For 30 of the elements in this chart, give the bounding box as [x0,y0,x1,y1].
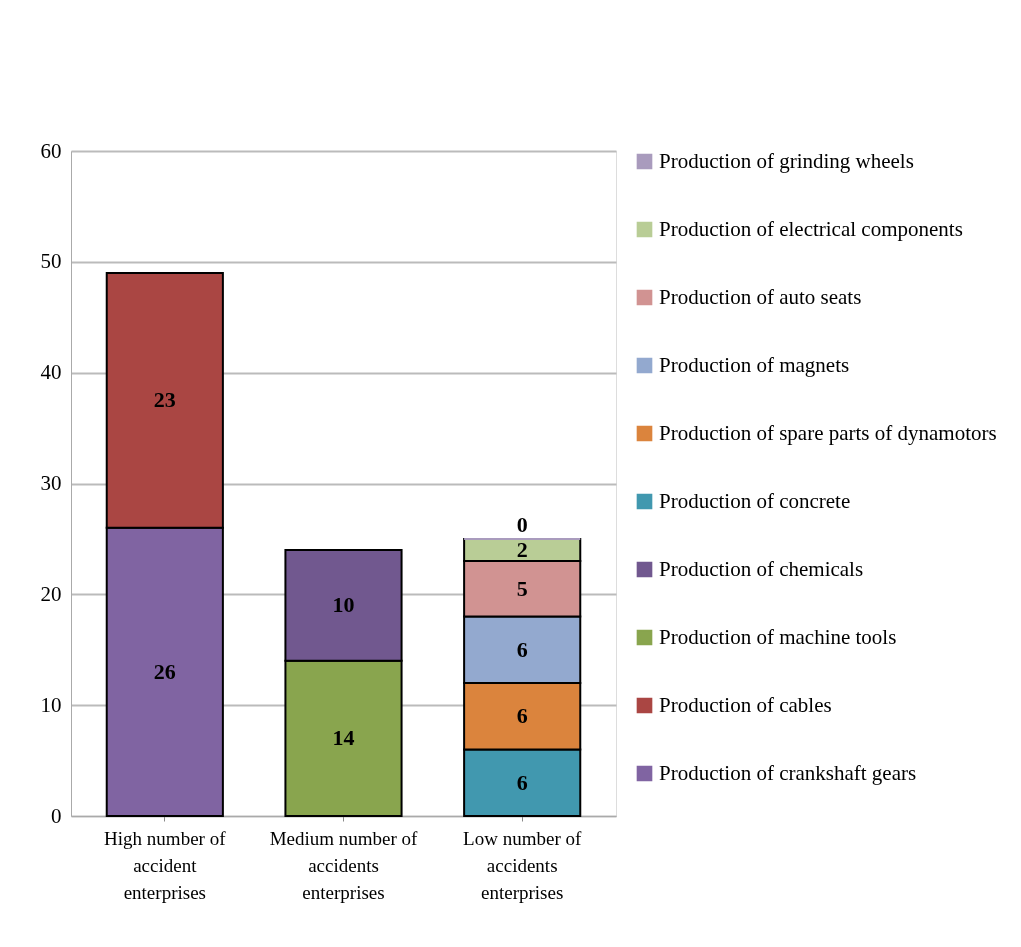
legend-label: Production of crankshaft gears [659,760,917,785]
data-label: 0 [516,511,528,537]
legend-label: Production of concrete [659,488,851,513]
legend-label: Production of cables [659,692,832,717]
y-tick-label: 30 [40,471,62,495]
y-tick-label: 40 [40,360,62,385]
data-label: 6 [516,636,528,662]
y-tick-label: 50 [40,249,62,274]
legend-label: Production of machine tools [659,624,897,649]
y-tick-label: 10 [40,692,62,717]
data-label: 14 [332,725,355,751]
legend-label: Production of chemicals [659,556,864,581]
y-tick-label: 60 [40,138,62,163]
data-label: 6 [516,769,528,795]
y-tick-label: 0 [51,803,62,828]
data-label: 10 [332,592,355,618]
x-tick-label: Medium number of accidents enterprises [269,827,419,903]
legend-label: Production of grinding wheels [659,148,914,173]
data-label: 23 [153,387,176,413]
data-label: 2 [516,537,528,562]
data-label: 5 [516,575,528,601]
x-tick-label: Low number of accidents enterprises [463,827,582,903]
legend-label: Production of electrical components [659,216,963,241]
legend-label: Production of magnets [659,352,850,377]
legend-label: Production of auto seats [659,284,862,309]
y-tick-label: 20 [40,581,62,606]
data-label: 6 [516,703,528,729]
data-label: 26 [153,658,176,684]
legend-label: Production of spare parts of dynamotors [659,420,997,445]
x-tick-label: High number of accident enterprises [104,827,227,903]
